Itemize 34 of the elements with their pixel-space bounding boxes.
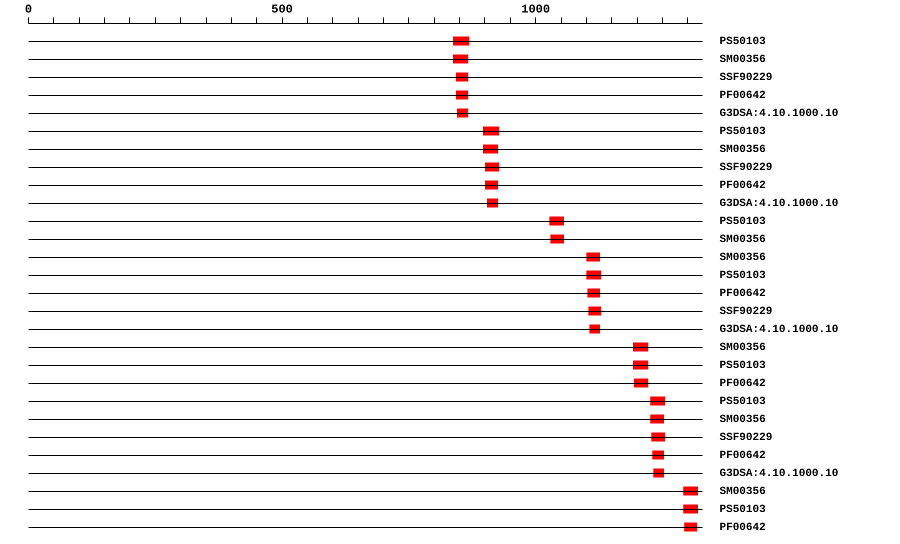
x-tick-label: 500 [271,2,293,16]
y-tick-label: SM00356 [720,252,766,264]
y-tick-label: PS50103 [720,216,766,228]
y-tick-label: PF00642 [720,450,766,462]
y-tick-label: SSF90229 [720,72,772,84]
y-tick-label: SM00356 [720,486,766,498]
y-tick-label: PS50103 [720,504,766,516]
bar [683,486,698,496]
x-tick-label: 1000 [521,2,550,16]
y-tick-label: G3DSA:4.10.1000.10 [720,108,838,120]
y-tick-label: SM00356 [720,144,766,156]
y-tick-label: SSF90229 [720,432,772,444]
y-tick-label: PS50103 [720,270,766,282]
y-tick-label: G3DSA:4.10.1000.10 [720,198,838,210]
y-tick-label: PF00642 [720,522,766,534]
y-tick-label: SM00356 [720,342,766,354]
y-tick-label: PF00642 [720,90,766,102]
y-tick-label: PS50103 [720,126,766,138]
y-tick-label: G3DSA:4.10.1000.10 [720,324,838,336]
y-tick-label: PS50103 [720,360,766,372]
y-tick-label: SSF90229 [720,162,772,174]
y-tick-label: G3DSA:4.10.1000.10 [720,468,838,480]
y-tick-label: PS50103 [720,36,766,48]
y-tick-label: PF00642 [720,288,766,300]
bar [683,504,698,514]
y-tick-label: SSF90229 [720,306,772,318]
x-tick-label: 0 [24,2,32,16]
bar [684,522,697,532]
y-tick-label: SM00356 [720,54,766,66]
y-tick-label: PS50103 [720,396,766,408]
y-tick-label: SM00356 [720,234,766,246]
y-tick-label: SM00356 [720,414,766,426]
y-tick-label: PF00642 [720,180,766,192]
y-tick-label: PF00642 [720,378,766,390]
